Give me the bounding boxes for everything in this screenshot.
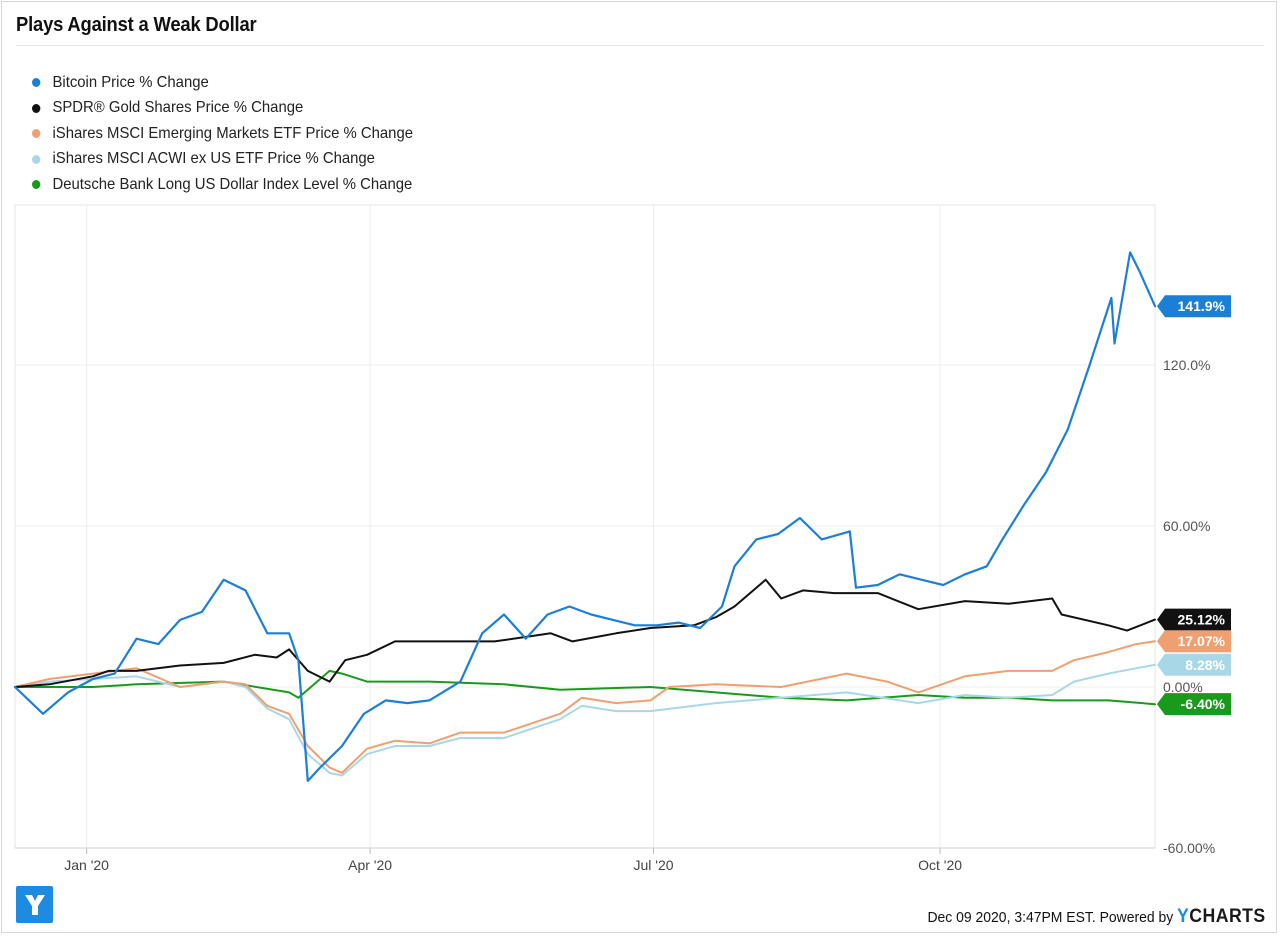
series-line-1[interactable] [14,578,1156,688]
brand-y: Y [1177,906,1190,927]
series-line-2[interactable] [14,640,1156,774]
end-value-label-3: 8.28% [1185,657,1225,673]
x-tick-label: Oct '20 [918,857,962,873]
legend-item-emerging-markets[interactable]: iShares MSCI Emerging Markets ETF Price … [32,121,413,147]
legend-item-us-dollar-index[interactable]: Deutsche Bank Long US Dollar Index Level… [32,172,413,198]
brand-rest: CHARTS [1189,906,1266,927]
end-label-tag-0 [1157,295,1231,318]
legend-label: Bitcoin Price % Change [52,73,209,91]
end-label-tag-1 [1157,608,1231,631]
legend-item-acwi-ex-us[interactable]: iShares MSCI ACWI ex US ETF Price % Chan… [32,147,413,173]
legend-marker-gold [32,103,41,113]
legend-marker-emerging-markets [32,129,41,139]
legend-item-bitcoin[interactable]: Bitcoin Price % Change [32,70,413,96]
y-tick-label: -60.00% [1163,840,1215,856]
y-tick-label: 60.00% [1163,518,1210,534]
end-label-tag-3 [1157,653,1231,676]
x-tick-label: Jul '20 [634,857,674,873]
series-line-4[interactable] [14,669,1156,706]
end-value-label-1: 25.12% [1178,612,1226,628]
x-tick-label: Apr '20 [348,857,392,873]
x-tick-label: Jan '20 [64,857,109,873]
end-label-tag-2 [1157,630,1231,653]
legend: Bitcoin Price % Change SPDR® Gold Shares… [32,70,442,198]
end-value-label-4: -6.40% [1181,696,1226,712]
gridlines [14,204,1156,854]
legend-label: SPDR® Gold Shares Price % Change [52,99,304,117]
y-logo-icon [24,894,45,915]
chart-title: Plays Against a Weak Dollar [16,14,257,36]
end-value-labels: 141.9% 25.12% 17.07% 8.28% -6.40% [1157,295,1231,716]
series-line-0[interactable] [13,251,1157,782]
legend-item-gold[interactable]: SPDR® Gold Shares Price % Change [32,96,413,122]
axis-labels: -60.00% 0.00% 60.00% 120.0% Jan '20 Apr '20 Ju… [64,357,1215,873]
y-tick-label: 120.0% [1163,357,1210,373]
legend-label: Deutsche Bank Long US Dollar Index Level… [52,175,413,193]
y-tick-label: 0.00% [1163,679,1203,695]
footer-timestamp: Dec 09 2020, 3:47PM EST. Powered by [927,908,1174,926]
legend-marker-us-dollar-index [32,180,41,190]
legend-marker-bitcoin [32,78,41,88]
end-value-label-2: 17.07% [1178,633,1226,649]
footer: Dec 09 2020, 3:47PM EST. Powered by YCHA… [928,906,1266,928]
end-label-tag-4 [1157,693,1231,716]
series-line-3[interactable] [14,663,1156,777]
ycharts-logo[interactable] [16,886,53,923]
legend-label: iShares MSCI Emerging Markets ETF Price … [52,124,414,142]
legend-marker-acwi-ex-us [32,154,41,164]
title-divider [16,45,1264,46]
legend-label: iShares MSCI ACWI ex US ETF Price % Chan… [52,150,375,168]
ycharts-brand[interactable]: YCHARTS [1177,906,1266,928]
series-lines [13,251,1157,782]
end-value-label-0: 141.9% [1178,298,1226,314]
